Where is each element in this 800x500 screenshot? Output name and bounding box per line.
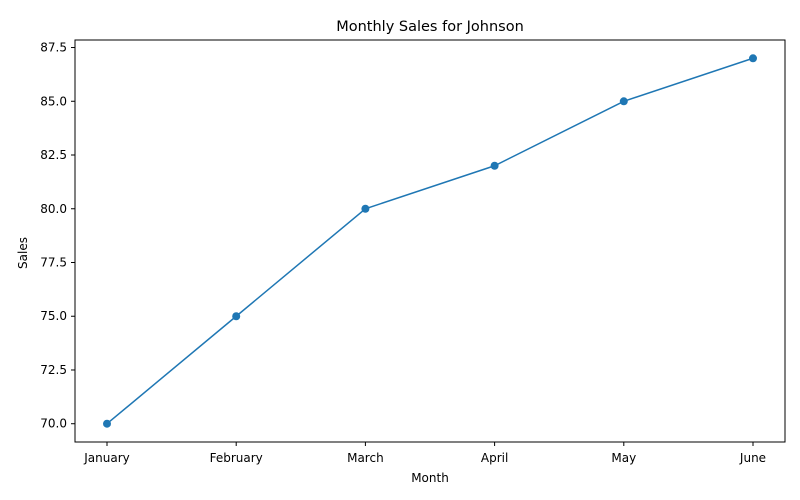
- plot-area: 70.0 72.5 75.0 77.5 80.0 82.5 85.0 87.5 January F…: [40, 39, 786, 465]
- y-tick-label: 77.5: [40, 255, 67, 269]
- data-point: [103, 419, 111, 428]
- y-tick-label: 72.5: [40, 363, 67, 377]
- y-tick-label: 85.0: [40, 94, 67, 108]
- y-tick-label: 80.0: [40, 202, 67, 216]
- x-tick-label: March: [347, 451, 384, 465]
- x-tick-label: May: [611, 451, 636, 465]
- plot-frame: [74, 39, 786, 443]
- data-point: [490, 161, 499, 170]
- series-line: [106, 57, 754, 425]
- y-tick-label: 70.0: [40, 417, 67, 431]
- y-tick-label: 82.5: [40, 148, 67, 162]
- x-tick-label: January: [83, 451, 130, 465]
- x-tick-label: April: [481, 451, 508, 465]
- data-point: [361, 204, 370, 213]
- y-axis-label: Sales: [16, 237, 30, 269]
- y-tick-label: 75.0: [40, 309, 67, 323]
- data-point: [619, 97, 628, 106]
- y-tick-label: 87.5: [40, 41, 67, 55]
- chart-title: Monthly Sales for Johnson: [336, 19, 524, 35]
- x-tick-label: June: [739, 451, 766, 465]
- data-point: [232, 312, 241, 321]
- x-axis-label: Month: [411, 471, 449, 485]
- data-point: [749, 54, 757, 63]
- x-tick-label: February: [210, 451, 263, 465]
